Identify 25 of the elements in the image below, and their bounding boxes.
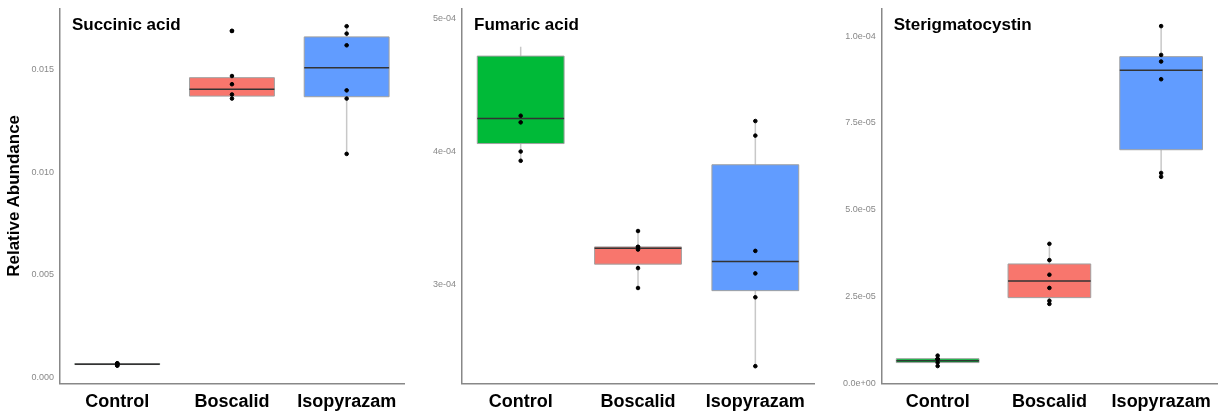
y-tick-label: 0.010 bbox=[31, 166, 54, 177]
x-tick-label: Control bbox=[905, 391, 970, 412]
chart-title: Sterigmatocystin bbox=[893, 14, 1032, 34]
y-tick-label: 0.015 bbox=[31, 64, 54, 75]
x-tick-label: Isopyrazam bbox=[297, 391, 397, 412]
y-tick-label: 0.005 bbox=[31, 269, 54, 280]
y-tick-label: 5.0e-05 bbox=[845, 204, 876, 215]
y-tick-label: 4e-04 bbox=[432, 145, 457, 156]
x-tick-label: Boscalid bbox=[600, 391, 676, 412]
y-tick-label: 2.5e-05 bbox=[845, 291, 876, 302]
y-tick-label: 3e-04 bbox=[432, 278, 457, 289]
x-tick-label: Isopyrazam bbox=[705, 391, 805, 412]
x-tick-label: Control bbox=[488, 391, 553, 412]
chart-title: Succinic acid bbox=[71, 14, 181, 34]
chart-title: Fumaric acid bbox=[474, 14, 579, 34]
y-tick-label: 7.5e-05 bbox=[845, 117, 876, 128]
y-axis-title: Relative Abundance bbox=[3, 114, 23, 277]
x-tick-label: Boscalid bbox=[194, 391, 270, 412]
x-tick-label: Isopyrazam bbox=[1111, 391, 1211, 412]
y-tick-label: 5e-04 bbox=[432, 13, 457, 24]
x-tick-label: Boscalid bbox=[1011, 391, 1087, 412]
x-tick-label: Control bbox=[85, 391, 150, 412]
y-tick-label: 0.000 bbox=[31, 371, 54, 382]
y-tick-label: 0.0e+00 bbox=[842, 377, 876, 388]
y-tick-label: 1.0e-04 bbox=[845, 30, 876, 41]
